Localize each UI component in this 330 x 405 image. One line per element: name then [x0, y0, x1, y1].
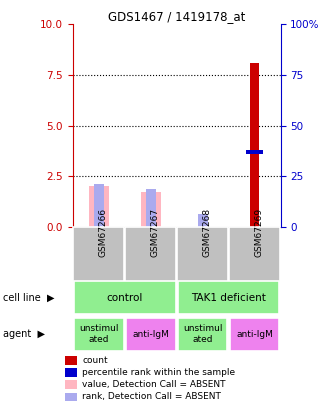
Bar [125, 227, 176, 283]
Bar [65, 392, 77, 401]
Bar [177, 227, 228, 283]
Bar [74, 318, 123, 351]
Text: GSM67268: GSM67268 [203, 208, 212, 257]
Bar [178, 318, 227, 351]
Bar [146, 190, 155, 227]
Bar [74, 281, 176, 314]
Bar [246, 150, 263, 154]
Text: unstimul
ated: unstimul ated [183, 324, 222, 344]
Text: GSM67269: GSM67269 [254, 208, 264, 257]
Text: cell line  ▶: cell line ▶ [3, 293, 55, 303]
Bar [65, 380, 77, 389]
Bar [88, 186, 109, 227]
Bar [94, 184, 104, 227]
Text: percentile rank within the sample: percentile rank within the sample [82, 368, 235, 377]
Text: GSM67267: GSM67267 [150, 208, 160, 257]
Text: anti-IgM: anti-IgM [132, 330, 169, 339]
Text: anti-IgM: anti-IgM [236, 330, 273, 339]
Bar [229, 227, 280, 283]
Text: control: control [106, 293, 143, 303]
Bar [73, 227, 124, 283]
Bar [250, 63, 259, 227]
Bar [178, 281, 280, 314]
Text: count: count [82, 356, 108, 365]
Text: TAK1 deficient: TAK1 deficient [191, 293, 266, 303]
Text: value, Detection Call = ABSENT: value, Detection Call = ABSENT [82, 380, 226, 389]
Bar [65, 356, 77, 365]
Bar [65, 368, 77, 377]
Text: GSM67266: GSM67266 [99, 208, 108, 257]
Bar [126, 318, 176, 351]
Text: agent  ▶: agent ▶ [3, 329, 45, 339]
Bar [198, 214, 208, 227]
Bar [141, 192, 161, 227]
Text: rank, Detection Call = ABSENT: rank, Detection Call = ABSENT [82, 392, 221, 401]
Bar [230, 318, 280, 351]
Title: GDS1467 / 1419178_at: GDS1467 / 1419178_at [108, 10, 245, 23]
Text: unstimul
ated: unstimul ated [79, 324, 118, 344]
